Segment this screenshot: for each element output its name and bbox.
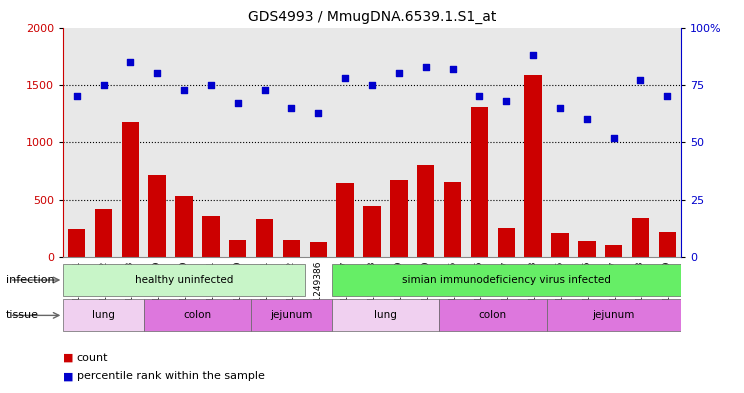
Bar: [94, 209, 112, 257]
Point: [232, 100, 244, 107]
Point: [500, 98, 512, 104]
Text: lung: lung: [92, 310, 115, 320]
Text: percentile rank within the sample: percentile rank within the sample: [77, 371, 265, 382]
Point: [393, 70, 405, 77]
Bar: [176, 196, 193, 257]
Point: [635, 77, 647, 84]
Point: [259, 86, 271, 93]
Point: [608, 135, 620, 141]
Bar: [417, 165, 434, 257]
Point: [205, 82, 217, 88]
Text: jejunum: jejunum: [270, 310, 312, 320]
Bar: [229, 240, 246, 257]
Point: [446, 66, 458, 72]
Text: ■: ■: [63, 371, 74, 382]
Bar: [256, 219, 273, 257]
Bar: [202, 216, 219, 257]
Bar: [332, 299, 439, 331]
Bar: [251, 299, 332, 331]
Text: tissue: tissue: [6, 310, 39, 320]
Text: simian immunodeficiency virus infected: simian immunodeficiency virus infected: [402, 275, 611, 285]
Bar: [121, 122, 139, 257]
Bar: [632, 219, 650, 257]
Bar: [551, 233, 568, 257]
Text: colon: colon: [184, 310, 211, 320]
Point: [661, 93, 673, 99]
Bar: [63, 299, 144, 331]
Point: [527, 52, 539, 58]
Bar: [332, 264, 681, 296]
Point: [581, 116, 593, 123]
Point: [124, 59, 136, 65]
Text: infection: infection: [6, 275, 54, 285]
Bar: [605, 245, 623, 257]
Bar: [144, 299, 251, 331]
Point: [97, 82, 109, 88]
Text: ■: ■: [63, 353, 74, 363]
Bar: [363, 206, 381, 257]
Point: [178, 86, 190, 93]
Point: [473, 93, 485, 99]
Bar: [658, 232, 676, 257]
Point: [420, 63, 432, 70]
Bar: [390, 180, 408, 257]
Bar: [68, 229, 86, 257]
Bar: [498, 228, 515, 257]
Bar: [439, 299, 547, 331]
Bar: [471, 107, 488, 257]
Text: colon: colon: [478, 310, 507, 320]
Bar: [149, 174, 166, 257]
Point: [339, 75, 351, 81]
Text: healthy uninfected: healthy uninfected: [135, 275, 234, 285]
Text: count: count: [77, 353, 108, 363]
Point: [151, 70, 163, 77]
Point: [286, 105, 298, 111]
Bar: [310, 242, 327, 257]
Bar: [444, 182, 461, 257]
Bar: [283, 240, 300, 257]
Point: [554, 105, 566, 111]
Text: GDS4993 / MmugDNA.6539.1.S1_at: GDS4993 / MmugDNA.6539.1.S1_at: [248, 10, 496, 24]
Point: [366, 82, 378, 88]
Point: [71, 93, 83, 99]
Bar: [525, 75, 542, 257]
Bar: [336, 183, 354, 257]
Text: jejunum: jejunum: [592, 310, 635, 320]
Text: lung: lung: [374, 310, 397, 320]
Point: [312, 109, 324, 116]
Bar: [578, 241, 595, 257]
Bar: [63, 264, 305, 296]
Bar: [547, 299, 681, 331]
